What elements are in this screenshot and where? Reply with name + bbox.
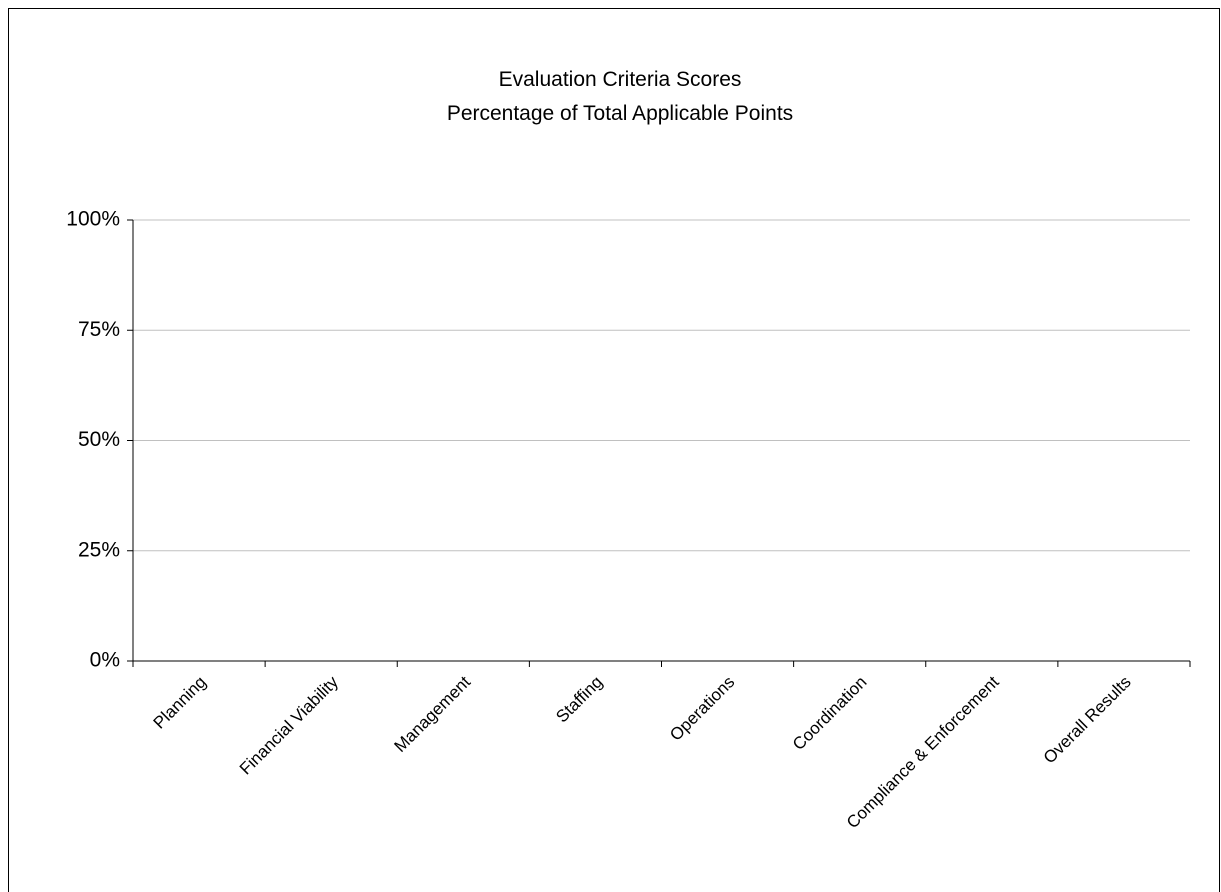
x-tick-label: Overall Results: [1040, 672, 1135, 767]
chart-border: [8, 8, 1220, 892]
chart-title: Evaluation Criteria Scores: [499, 68, 742, 91]
y-tick-label: 50%: [78, 428, 120, 451]
y-tick-label: 100%: [66, 208, 120, 231]
x-tick-label: Compliance & Enforcement: [843, 672, 1003, 832]
x-tick-label: Staffing: [552, 672, 606, 726]
x-tick-label: Management: [391, 672, 475, 756]
x-tick-label: Operations: [666, 672, 738, 744]
y-tick-label: 0%: [90, 649, 120, 672]
y-tick-label: 25%: [78, 538, 120, 561]
x-tick-label: Planning: [150, 672, 210, 732]
x-tick-label: Financial Viability: [236, 672, 342, 778]
chart-subtitle: Percentage of Total Applicable Points: [447, 102, 793, 125]
x-tick-label: Coordination: [789, 672, 871, 754]
y-tick-label: 75%: [78, 318, 120, 341]
